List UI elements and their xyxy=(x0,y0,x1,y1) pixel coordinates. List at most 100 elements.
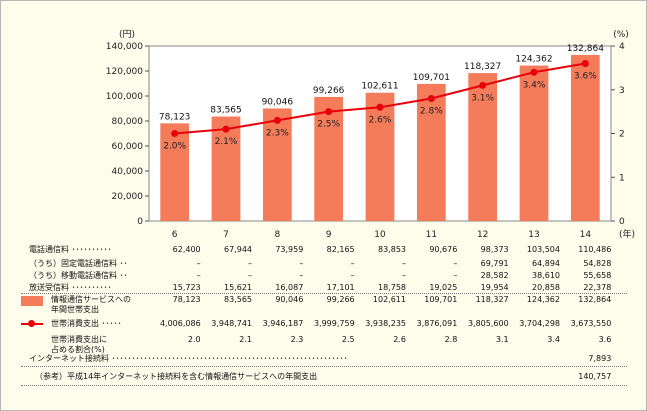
ratio-value-label: 3.4% xyxy=(523,80,546,90)
ratio-point xyxy=(479,81,487,89)
table-cell: 118,327 xyxy=(475,295,509,304)
table-cell: 124,362 xyxy=(526,295,560,304)
x-tick-label: 14 xyxy=(580,230,592,240)
y-left-tick-label: 140,000 xyxy=(106,42,143,52)
legend-bar-swatch xyxy=(21,296,43,306)
table-cell: – xyxy=(402,259,406,268)
table-cell: 2.6 xyxy=(393,335,406,344)
table-cell: 2.5 xyxy=(341,335,355,344)
y-right-tick-label: 3 xyxy=(619,86,625,96)
table-cell: 2.0 xyxy=(187,335,201,344)
bar-value-label: 99,266 xyxy=(313,86,345,96)
bar-value-label: 90,046 xyxy=(262,97,294,107)
table-cell: 69,791 xyxy=(480,259,509,268)
table-row-label-line2: 年間世帯支出 xyxy=(51,305,99,314)
y-left-tick-label: 100,000 xyxy=(106,92,143,102)
bar xyxy=(468,73,498,221)
ratio-value-label: 2.5% xyxy=(317,120,340,130)
table-cell: 83,565 xyxy=(224,295,252,304)
y-right-tick-label: 1 xyxy=(619,173,625,183)
table-cell: 22,378 xyxy=(583,283,612,292)
x-tick-label: 10 xyxy=(374,230,386,240)
table-rule xyxy=(21,366,627,367)
bar-value-label: 124,362 xyxy=(515,55,552,65)
table-cell: 109,701 xyxy=(424,295,458,304)
table-cell: 19,025 xyxy=(429,283,458,292)
bar xyxy=(160,123,190,221)
table-cell: 18,758 xyxy=(378,283,406,292)
table-cell: 99,266 xyxy=(326,295,355,304)
table-cell: 82,165 xyxy=(326,245,355,254)
y-left-tick-label: 20,000 xyxy=(112,192,144,202)
table-row-label: 情報通信サービスへの xyxy=(51,295,131,304)
ratio-point xyxy=(171,130,179,137)
table-cell: 20,858 xyxy=(532,283,560,292)
table-cell: 90,676 xyxy=(429,245,458,254)
table-cell: 98,373 xyxy=(480,245,509,254)
table-row-label: 電話通信料 ･･････････ xyxy=(29,245,112,254)
table-cell: 28,582 xyxy=(480,271,509,280)
table-cell: 3,673,550 xyxy=(570,319,612,328)
table-row-label: （参考）平成14年インターネット接続料を含む情報通信サービスへの年間支出 xyxy=(35,372,318,381)
table-rule xyxy=(21,293,627,294)
x-tick-label: 9 xyxy=(326,230,332,240)
bar xyxy=(262,108,292,221)
y-left-unit: (円) xyxy=(119,29,135,40)
table-cell: – xyxy=(248,259,252,268)
ratio-point xyxy=(427,95,435,102)
ratio-point xyxy=(222,125,230,133)
table-row-label: 放送受信料 ･･････････ xyxy=(29,283,112,292)
table-cell: 38,610 xyxy=(532,271,560,280)
table-cell: 3.4 xyxy=(547,335,560,344)
ratio-point xyxy=(530,68,538,76)
table-cell: 7,893 xyxy=(588,354,612,363)
table-cell: 55,658 xyxy=(583,271,612,280)
table-cell: – xyxy=(196,271,201,280)
table-row-label: （うち）固定電話通信料 ･･ xyxy=(29,259,128,268)
table-row-label-line2: 占める割合(%) xyxy=(51,345,105,354)
bar xyxy=(365,92,395,221)
bar-value-label: 132,864 xyxy=(567,44,604,54)
table-cell: 132,864 xyxy=(578,295,612,304)
table-cell: 16,087 xyxy=(275,283,304,292)
table-cell: 90,046 xyxy=(275,295,304,304)
bar xyxy=(416,83,446,221)
y-right-tick-label: 4 xyxy=(619,42,625,52)
table-cell: 4,006,086 xyxy=(159,319,201,328)
table-cell: – xyxy=(299,271,304,280)
table-row-label: インターネット接続料 ･････････････････････････････… xyxy=(29,354,348,363)
x-tick-label: 8 xyxy=(274,230,280,240)
x-tick-label: 7 xyxy=(223,230,229,240)
table-cell: 3,805,600 xyxy=(467,319,509,328)
table-cell: 78,123 xyxy=(172,295,201,304)
bar-value-label: 83,565 xyxy=(210,106,242,116)
legend-line-marker xyxy=(28,320,35,327)
ratio-value-label: 2.8% xyxy=(420,107,443,117)
table-cell: 3.6 xyxy=(598,335,612,344)
table-cell: – xyxy=(196,259,201,268)
y-right-tick-label: 2 xyxy=(619,130,625,140)
table-cell: 2.1 xyxy=(239,335,252,344)
ratio-value-label: 2.6% xyxy=(369,115,392,125)
table-cell: 3,948,741 xyxy=(211,319,252,328)
ratio-value-label: 3.1% xyxy=(471,93,494,103)
table-cell: 62,400 xyxy=(172,245,201,254)
ratio-value-label: 2.0% xyxy=(163,142,186,152)
table-cell: 17,101 xyxy=(326,283,355,292)
ratio-value-label: 2.1% xyxy=(215,137,238,147)
table-cell: – xyxy=(248,271,252,280)
table-cell: 3,999,759 xyxy=(313,319,355,328)
ratio-point xyxy=(581,60,589,67)
table-cell: 67,944 xyxy=(224,245,252,254)
ratio-point xyxy=(273,116,281,124)
y-left-tick-label: 40,000 xyxy=(112,167,144,177)
bar xyxy=(519,65,549,221)
y-left-tick-label: 0 xyxy=(137,217,143,227)
table-cell: 102,611 xyxy=(372,295,406,304)
table-cell: 2.3 xyxy=(290,335,304,344)
table-row-label: 世帯消費支出に xyxy=(51,335,107,344)
ratio-point xyxy=(376,103,384,111)
table-cell: 54,828 xyxy=(583,259,612,268)
table-cell: 103,504 xyxy=(526,245,560,254)
